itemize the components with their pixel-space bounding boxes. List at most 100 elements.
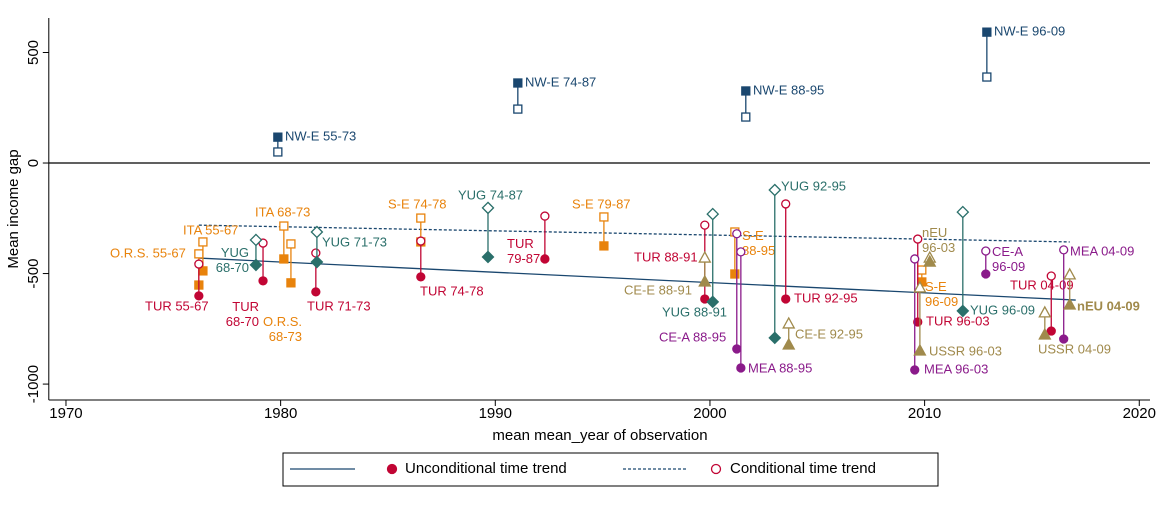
label-line: YUG	[221, 245, 249, 260]
unconditional-marker	[273, 132, 283, 142]
label-line: CE-A	[992, 244, 1023, 259]
point-label: YUG 74-87	[458, 187, 523, 202]
unconditional-marker	[982, 27, 992, 37]
conditional-marker	[741, 112, 751, 122]
conditional-marker	[279, 221, 289, 231]
label-line: TUR	[232, 299, 259, 314]
label-line: 96-09	[992, 259, 1025, 274]
unconditional-marker	[732, 344, 742, 354]
label-line: O.R.S.	[263, 314, 302, 329]
unconditional-marker	[311, 287, 321, 297]
point-label: TUR 88-91	[634, 249, 698, 264]
point-label: USSR 96-03	[929, 343, 1002, 358]
point-label: CE-A 88-95	[659, 329, 726, 344]
point-label: YUG 88-91	[662, 304, 727, 319]
point-label: NW-E 74-87	[525, 74, 596, 89]
point-label: NW-E 88-95	[753, 82, 824, 97]
conditional-marker	[956, 205, 970, 219]
conditional-marker	[782, 316, 796, 329]
x-tick-label: 1990	[479, 405, 512, 422]
point-label: YUG 71-73	[322, 234, 387, 249]
conditional-marker	[736, 247, 746, 257]
point-label: NW-E 55-73	[285, 128, 356, 143]
conditional-marker	[700, 220, 710, 230]
legend-marker	[710, 463, 722, 475]
label-line: S-E	[925, 279, 947, 294]
point-label: TUR 92-95	[794, 290, 858, 305]
x-tick-label: 2000	[693, 405, 726, 422]
x-tick-label: 2010	[908, 405, 941, 422]
point-label: YUG 68-70	[216, 245, 249, 275]
label-line: TUR	[507, 236, 534, 251]
label-line: 68-73	[269, 329, 302, 344]
point-label: TUR 68-70	[226, 299, 259, 329]
conditional-marker	[416, 236, 426, 246]
unconditional-marker	[706, 295, 720, 309]
unconditional-marker	[923, 254, 937, 267]
point-label: YUG 96-09	[970, 302, 1035, 317]
conditional-marker	[981, 246, 991, 256]
point-label: TUR 96-03	[926, 313, 990, 328]
legend-label: Conditional time trend	[730, 460, 876, 477]
unconditional-marker	[910, 365, 920, 375]
unconditional-marker	[741, 86, 751, 96]
unconditional-marker	[913, 343, 927, 356]
point-label: TUR 55-67	[145, 298, 209, 313]
conditional-marker	[286, 239, 296, 249]
conditional-marker	[273, 147, 283, 157]
conditional-marker	[982, 72, 992, 82]
conditional-marker	[311, 248, 321, 258]
conditional-marker	[1046, 271, 1056, 281]
conditional-marker	[416, 213, 426, 223]
unconditional-marker	[286, 278, 296, 288]
conditional-marker	[768, 183, 782, 197]
label-line: 68-70	[216, 260, 249, 275]
conditional-marker	[917, 265, 927, 275]
point-label: TUR 71-73	[307, 298, 371, 313]
conditional-marker	[198, 237, 208, 247]
unconditional-marker	[599, 241, 609, 251]
unconditional-marker	[279, 254, 289, 264]
unconditional-marker	[1038, 327, 1052, 340]
conditional-marker	[540, 211, 550, 221]
conditional-marker	[513, 104, 523, 114]
unconditional-marker	[700, 294, 710, 304]
conditional-marker	[913, 280, 927, 293]
unconditional-marker	[513, 78, 523, 88]
point-label: YUG 92-95	[781, 178, 846, 193]
legend-marker	[386, 463, 398, 475]
unconditional-marker	[540, 254, 550, 264]
conditional-marker	[910, 254, 920, 264]
conditional-marker	[913, 234, 923, 244]
point-label: MEA 88-95	[748, 360, 812, 375]
unconditional-marker	[698, 274, 712, 287]
point-label: USSR 04-09	[1038, 341, 1111, 356]
label-line: 96-09	[925, 294, 958, 309]
label-line: 68-70	[226, 314, 259, 329]
point-label: S-E 96-09	[925, 279, 958, 309]
label-line: S-E	[742, 228, 764, 243]
point-label: ITA 55-67	[183, 222, 238, 237]
unconditional-marker	[768, 331, 782, 345]
point-label: MEA 04-09	[1070, 243, 1134, 258]
conditional-marker	[310, 225, 324, 239]
y-tick-label: -500	[25, 259, 42, 289]
unconditional-marker	[1046, 326, 1056, 336]
unconditional-marker	[258, 276, 268, 286]
label-line: 79-87	[507, 251, 540, 266]
trend-line	[198, 224, 1070, 243]
conditional-marker	[781, 199, 791, 209]
unconditional-marker	[249, 258, 263, 272]
conditional-marker	[194, 249, 204, 259]
point-label: S-E 88-95	[742, 228, 775, 258]
unconditional-marker	[981, 269, 991, 279]
y-tick-label: -1000	[25, 365, 42, 403]
conditional-marker	[706, 207, 720, 221]
unconditional-marker	[1059, 334, 1069, 344]
label-line: 88-95	[742, 243, 775, 258]
trend-line	[198, 257, 1076, 301]
conditional-marker	[1059, 245, 1069, 255]
unconditional-marker	[416, 272, 426, 282]
x-tick-label: 1970	[49, 405, 82, 422]
